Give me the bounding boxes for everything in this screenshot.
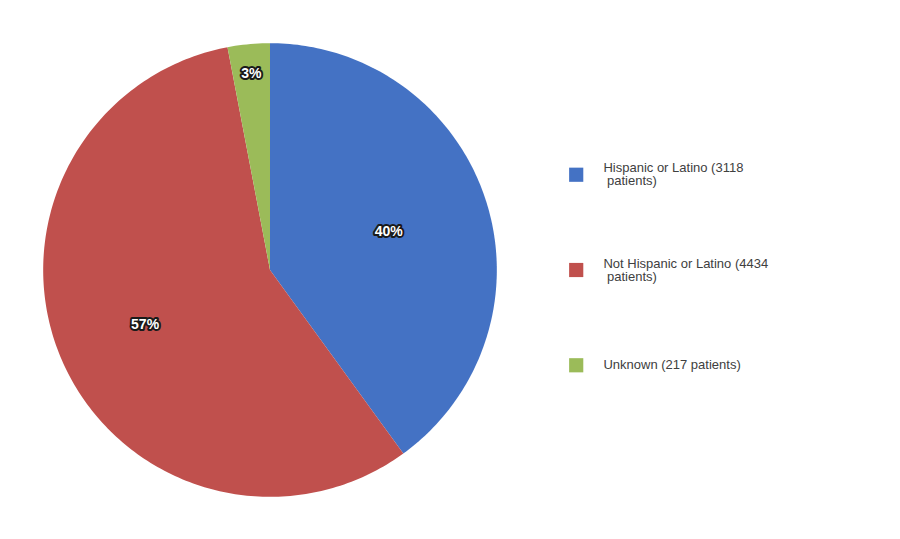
svg-text:3%: 3%	[241, 65, 262, 81]
svg-text:57%: 57%	[131, 316, 160, 332]
svg-text:Unknown (217 patients): Unknown (217 patients)	[603, 357, 740, 372]
svg-text:40%: 40%	[375, 223, 404, 239]
svg-text:Not Hispanic or Latino (4434 p: Not Hispanic or Latino (4434 patients)	[603, 256, 768, 284]
svg-text:Hispanic or Latino (3118 patie: Hispanic or Latino (3118 patients)	[603, 160, 743, 188]
